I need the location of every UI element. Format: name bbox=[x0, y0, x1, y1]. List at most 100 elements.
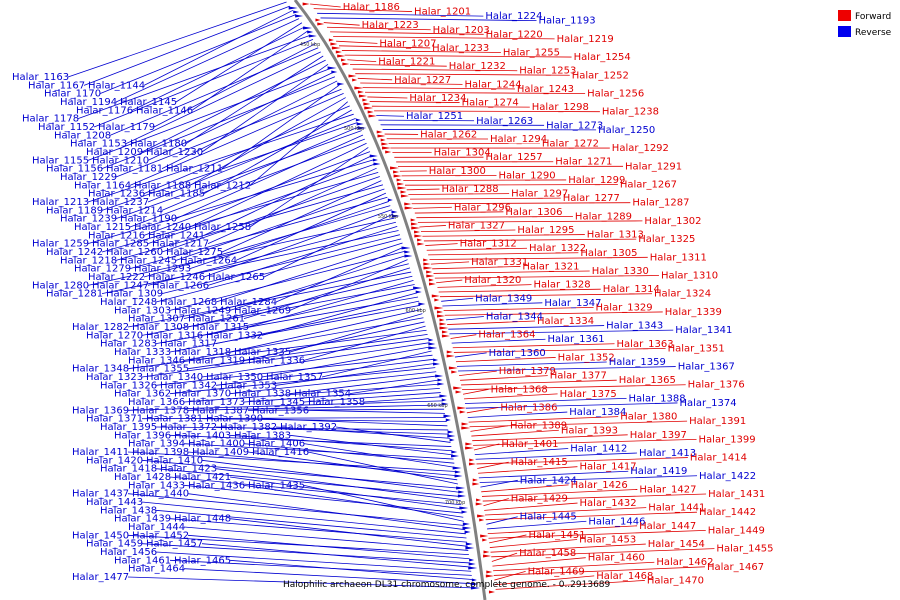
gene-label[interactable]: Halar_1401 bbox=[501, 439, 558, 450]
gene-label[interactable]: Halar_1307 bbox=[128, 314, 185, 325]
gene-label[interactable]: Halar_1295 bbox=[517, 225, 574, 236]
gene-label[interactable]: Halar_1372 bbox=[160, 422, 217, 433]
gene-label[interactable]: Halar_1248 bbox=[100, 297, 157, 308]
gene-label[interactable]: Halar_1329 bbox=[596, 302, 653, 313]
gene-label[interactable]: Halar_1365 bbox=[619, 375, 676, 386]
gene-label[interactable]: Halar_1413 bbox=[639, 448, 696, 459]
gene-label[interactable]: Halar_1146 bbox=[136, 105, 193, 116]
gene-label[interactable]: Halar_1262 bbox=[420, 129, 477, 140]
gene-label[interactable]: Halar_1390 bbox=[206, 414, 263, 425]
gene-label[interactable]: Halar_1440 bbox=[132, 489, 189, 500]
gene-label[interactable]: Halar_1333 bbox=[114, 347, 171, 358]
gene-label[interactable]: Halar_1331 bbox=[471, 257, 528, 268]
gene-label[interactable]: Halar_1261 bbox=[188, 314, 245, 325]
gene-label[interactable]: Halar_1317 bbox=[160, 339, 217, 350]
gene-label[interactable]: Halar_1447 bbox=[639, 521, 696, 532]
gene-label[interactable]: Halar_1152 bbox=[38, 122, 95, 133]
gene-label[interactable]: Halar_1341 bbox=[675, 325, 732, 336]
gene-label[interactable]: Halar_1241 bbox=[148, 230, 205, 241]
gene-label[interactable]: Halar_1264 bbox=[180, 255, 237, 266]
gene-label[interactable]: Halar_1345 bbox=[248, 397, 305, 408]
gene-label[interactable]: Halar_1265 bbox=[208, 272, 265, 283]
gene-label[interactable]: Halar_1364 bbox=[478, 330, 535, 341]
gene-label[interactable]: Halar_1456 bbox=[100, 547, 157, 558]
gene-label[interactable]: Halar_1186 bbox=[343, 2, 400, 13]
gene-label[interactable]: Halar_1273 bbox=[546, 120, 603, 131]
gene-label[interactable]: Halar_1313 bbox=[587, 230, 644, 241]
gene-label[interactable]: Halar_1194 bbox=[60, 97, 117, 108]
gene-label[interactable]: Halar_1462 bbox=[656, 557, 713, 568]
gene-label[interactable]: Halar_1436 bbox=[188, 480, 245, 491]
gene-label[interactable]: Halar_1378 bbox=[132, 405, 189, 416]
gene-label[interactable]: Halar_1326 bbox=[100, 380, 157, 391]
gene-label[interactable]: Halar_1393 bbox=[561, 425, 618, 436]
gene-label[interactable]: Halar_1453 bbox=[579, 534, 636, 545]
gene-label[interactable]: Halar_1170 bbox=[44, 89, 101, 100]
gene-label[interactable]: Halar_1347 bbox=[544, 298, 601, 309]
gene-label[interactable]: Halar_1324 bbox=[654, 289, 711, 300]
gene-label[interactable]: Halar_1360 bbox=[489, 348, 546, 359]
gene-label[interactable]: Halar_1266 bbox=[152, 280, 209, 291]
gene-label[interactable]: Halar_1451 bbox=[528, 530, 585, 541]
gene-label[interactable]: Halar_1445 bbox=[520, 512, 577, 523]
gene-label[interactable]: Halar_1246 bbox=[148, 272, 205, 283]
gene-label[interactable]: Halar_1320 bbox=[464, 275, 521, 286]
gene-label[interactable]: Halar_1383 bbox=[234, 430, 291, 441]
gene-label[interactable]: Halar_1438 bbox=[100, 505, 157, 516]
gene-label[interactable]: Halar_1224 bbox=[485, 11, 542, 22]
gene-label[interactable]: Halar_1281 bbox=[46, 289, 103, 300]
gene-label[interactable]: Halar_1207 bbox=[379, 38, 436, 49]
gene-label[interactable]: Halar_1384 bbox=[569, 407, 626, 418]
gene-label[interactable]: Halar_1354 bbox=[294, 389, 351, 400]
gene-label[interactable]: Halar_1180 bbox=[130, 139, 187, 150]
gene-label[interactable]: Halar_1334 bbox=[537, 316, 594, 327]
gene-label[interactable]: Halar_1213 bbox=[32, 197, 89, 208]
gene-label[interactable]: Halar_1370 bbox=[174, 389, 231, 400]
gene-label[interactable]: Halar_1145 bbox=[120, 97, 177, 108]
gene-label[interactable]: Halar_1316 bbox=[146, 330, 203, 341]
gene-label[interactable]: Halar_1258 bbox=[194, 222, 251, 233]
gene-label[interactable]: Halar_1412 bbox=[570, 443, 627, 454]
gene-label[interactable]: Halar_1342 bbox=[160, 380, 217, 391]
gene-label[interactable]: Halar_1428 bbox=[114, 472, 171, 483]
gene-label[interactable]: Halar_1368 bbox=[491, 384, 548, 395]
gene-label[interactable]: Halar_1350 bbox=[206, 372, 263, 383]
gene-label[interactable]: Halar_1309 bbox=[106, 289, 163, 300]
gene-label[interactable]: Halar_1245 bbox=[120, 255, 177, 266]
gene-label[interactable]: Halar_1351 bbox=[668, 343, 725, 354]
gene-label[interactable]: Halar_1292 bbox=[612, 143, 669, 154]
gene-label[interactable]: Halar_1269 bbox=[234, 305, 291, 316]
gene-label[interactable]: Halar_1214 bbox=[106, 205, 163, 216]
gene-label[interactable]: Halar_1374 bbox=[679, 398, 736, 409]
gene-label[interactable]: Halar_1398 bbox=[132, 447, 189, 458]
gene-label[interactable]: Halar_1176 bbox=[76, 105, 133, 116]
gene-label[interactable]: Halar_1283 bbox=[100, 339, 157, 350]
gene-label[interactable]: Halar_1267 bbox=[620, 179, 677, 190]
gene-label[interactable]: Halar_1156 bbox=[46, 164, 103, 175]
gene-label[interactable]: Halar_1431 bbox=[708, 489, 765, 500]
gene-label[interactable]: Halar_1222 bbox=[88, 272, 145, 283]
gene-label[interactable]: Halar_1388 bbox=[629, 393, 686, 404]
gene-label[interactable]: Halar_1380 bbox=[620, 412, 677, 423]
gene-label[interactable]: Halar_1289 bbox=[575, 211, 632, 222]
gene-label[interactable]: Halar_1274 bbox=[462, 98, 519, 109]
gene-label[interactable]: Halar_1275 bbox=[166, 247, 223, 258]
gene-label[interactable]: Halar_1255 bbox=[503, 48, 560, 59]
gene-label[interactable]: Halar_1280 bbox=[32, 280, 89, 291]
gene-label[interactable]: Halar_1444 bbox=[128, 522, 185, 533]
gene-label[interactable]: Halar_1272 bbox=[542, 139, 599, 150]
gene-label[interactable]: Halar_1306 bbox=[505, 207, 562, 218]
gene-label[interactable]: Halar_1284 bbox=[220, 297, 277, 308]
gene-label[interactable]: Halar_1211 bbox=[166, 164, 223, 175]
gene-label[interactable]: Halar_1325 bbox=[638, 234, 695, 245]
gene-label[interactable]: Halar_1297 bbox=[511, 189, 568, 200]
gene-label[interactable]: Halar_1270 bbox=[86, 330, 143, 341]
gene-label[interactable]: Halar_1335 bbox=[234, 347, 291, 358]
gene-label[interactable]: Halar_1257 bbox=[485, 152, 542, 163]
gene-label[interactable]: Halar_1358 bbox=[308, 397, 365, 408]
gene-label[interactable]: Halar_1399 bbox=[699, 434, 756, 445]
gene-label[interactable]: Halar_1340 bbox=[146, 372, 203, 383]
gene-label[interactable]: Halar_1238 bbox=[602, 107, 659, 118]
gene-label[interactable]: Halar_1367 bbox=[678, 362, 735, 373]
gene-label[interactable]: Halar_1426 bbox=[571, 480, 628, 491]
